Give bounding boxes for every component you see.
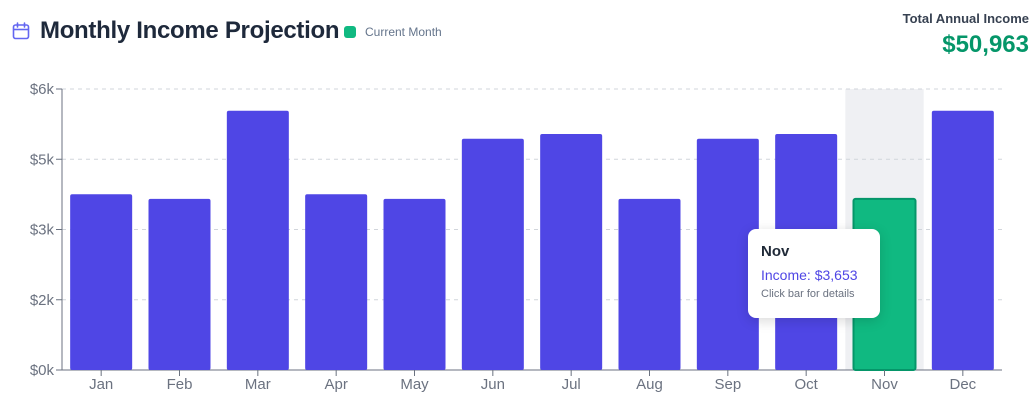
tooltip-month: Nov — [761, 243, 790, 260]
chart-title: Monthly Income Projection — [40, 17, 340, 44]
x-tick-label: Mar — [245, 376, 271, 393]
x-tick-label: Aug — [636, 376, 663, 393]
total-annual-income-value: $50,963 — [942, 31, 1029, 58]
bar-tooltip: Nov Income: $3,653 Click bar for details — [748, 229, 880, 318]
legend: Current Month — [344, 24, 442, 40]
bar-dec — [931, 110, 994, 371]
y-tick-label: $6k — [30, 81, 55, 98]
x-tick-label: Feb — [167, 376, 193, 393]
y-tick-label: $3k — [30, 222, 55, 239]
x-tick-label: Jan — [89, 376, 113, 393]
x-tick-label: Nov — [871, 376, 898, 393]
bar-apr — [305, 194, 368, 370]
tooltip-hint: Click bar for details — [761, 288, 855, 300]
legend-swatch-current-month — [344, 26, 356, 38]
total-annual-income-label: Total Annual Income — [902, 11, 1029, 26]
bar-may — [383, 198, 446, 370]
x-tick-label: Jul — [562, 376, 581, 393]
x-tick-label: May — [400, 376, 429, 393]
bar-feb — [148, 198, 211, 370]
bar-aug — [618, 198, 681, 370]
x-tick-label: Dec — [949, 376, 976, 393]
bar-sep — [696, 138, 759, 370]
chart-header: Monthly Income Projection Current Month … — [0, 0, 1031, 70]
bar-jan — [70, 194, 133, 370]
bar-jul — [540, 134, 603, 370]
y-tick-label: $5k — [30, 151, 55, 168]
legend-label-current-month: Current Month — [365, 25, 442, 39]
y-tick-label: $2k — [30, 292, 55, 309]
calendar-icon — [12, 22, 30, 40]
x-tick-label: Apr — [324, 376, 347, 393]
bar-jun — [461, 138, 524, 370]
tooltip-income: Income: $3,653 — [761, 267, 858, 283]
x-tick-label: Sep — [714, 376, 741, 393]
bar-mar — [226, 110, 289, 371]
x-tick-label: Jun — [481, 376, 505, 393]
x-tick-label: Oct — [794, 376, 818, 393]
y-tick-label: $0k — [30, 362, 55, 379]
